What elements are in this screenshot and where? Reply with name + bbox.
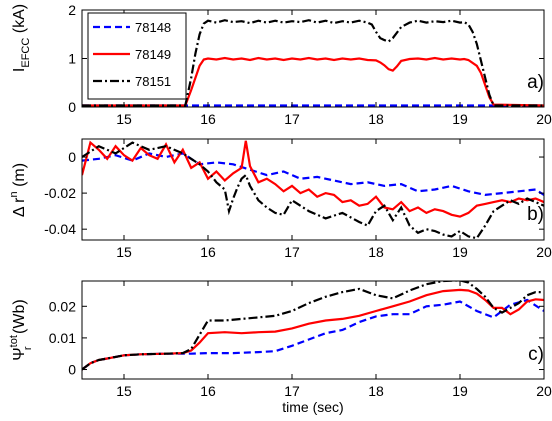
x-tick-label: 15	[116, 244, 132, 260]
legend-entry: 78151	[135, 74, 171, 89]
y-tick-label: 2	[68, 2, 76, 18]
panel-label: a)	[527, 72, 544, 93]
x-tick-label: 16	[200, 244, 216, 260]
legend-entry: 78148	[135, 20, 171, 35]
axes-box	[81, 280, 545, 380]
x-tick-label: 20	[536, 111, 552, 127]
x-tick-label: 18	[368, 244, 384, 260]
y-tick-label: 0	[68, 99, 76, 115]
x-tick-label: 17	[284, 383, 300, 399]
y-axis-label: Δ rn (m)	[8, 163, 28, 217]
x-tick-label: 16	[200, 111, 216, 127]
x-tick-label: 18	[368, 383, 384, 399]
legend-entry: 78149	[135, 47, 171, 62]
y-tick-label: 0.02	[49, 298, 76, 314]
x-tick-label: 15	[116, 111, 132, 127]
x-tick-label: 17	[284, 111, 300, 127]
series-line-78149	[82, 140, 544, 218]
y-tick-label: 0	[68, 149, 76, 165]
y-axis-label: IEFCC (kA)	[11, 4, 32, 72]
y-tick-label: 1	[68, 51, 76, 67]
y-tick-label: -0.04	[44, 221, 76, 237]
series-line-78149	[82, 56, 544, 107]
axes-box	[81, 138, 545, 241]
panel-c: 15 16 17 18 19 20 0 0.01 0.02 Ψtotr (Wb) c) time (s…	[8, 280, 552, 415]
y-axis-label: Ψtotr (Wb)	[8, 299, 34, 360]
series-line-78151	[82, 141, 544, 240]
x-tick-label: 15	[116, 383, 132, 399]
series-line-78151	[82, 281, 544, 371]
y-tick-label: 0	[68, 362, 76, 378]
panel-b: 15 16 17 18 19 20 0 -0.02 -0.04 Δ rn (m) b)	[8, 138, 552, 260]
y-tick-label: -0.02	[44, 185, 76, 201]
x-tick-label: 20	[536, 244, 552, 260]
series-line-78148	[82, 298, 544, 371]
panel-label: b)	[527, 204, 544, 225]
x-tick-label: 17	[284, 244, 300, 260]
y-tick-label: 0.01	[49, 330, 76, 346]
legend: 78148 78149 78151	[87, 12, 187, 100]
series-line-78149	[82, 288, 544, 371]
x-tick-label: 16	[200, 383, 216, 399]
x-tick-label: 19	[452, 244, 468, 260]
panel-label: c)	[528, 344, 544, 365]
series-line-78151	[82, 19, 544, 107]
x-tick-label: 18	[368, 111, 384, 127]
x-axis-label: time (sec)	[282, 399, 343, 415]
x-tick-label: 19	[452, 383, 468, 399]
x-tick-label: 20	[536, 383, 552, 399]
series-line-78148	[82, 152, 544, 197]
x-tick-label: 19	[452, 111, 468, 127]
legend-box	[87, 12, 187, 100]
